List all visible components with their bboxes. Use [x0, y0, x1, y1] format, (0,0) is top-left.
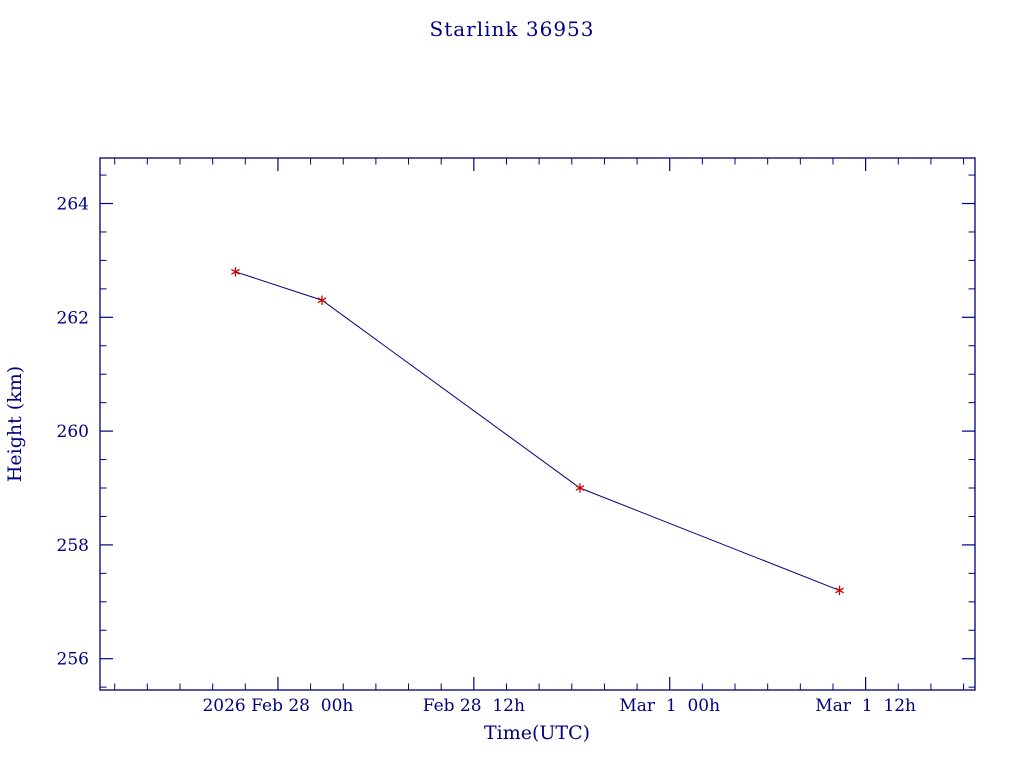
- x-tick-label: Mar 1 12h: [815, 696, 916, 716]
- height-trend-line: [235, 271, 840, 591]
- y-tick-label: 258: [57, 536, 89, 556]
- plot-area: 256 258 260 262 264 2026 Feb 28 00h Feb 28 12h…: [57, 157, 976, 716]
- y-tick-label: 256: [57, 650, 89, 670]
- data-point-marker: [317, 295, 327, 306]
- chart-title: Starlink 36953: [430, 17, 595, 41]
- y-axis-label: Height (km): [4, 366, 26, 482]
- plot-frame: [99, 157, 976, 691]
- y-tick-label: 262: [57, 308, 89, 328]
- y-tick-label: 264: [57, 195, 89, 215]
- y-tick-label: 260: [57, 422, 89, 442]
- x-axis-label: Time(UTC): [484, 722, 590, 744]
- x-tick-label: Feb 28 12h: [423, 696, 525, 716]
- data-point-marker: [231, 266, 240, 277]
- data-point-marker: [835, 585, 844, 596]
- x-tick-label: Mar 1 00h: [619, 696, 720, 716]
- data-point-marker: [575, 483, 585, 493]
- x-tick-label: 2026 Feb 28 00h: [202, 696, 353, 716]
